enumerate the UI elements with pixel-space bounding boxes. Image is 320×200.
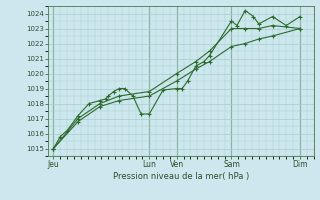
X-axis label: Pression niveau de la mer( hPa ): Pression niveau de la mer( hPa ) [113,172,249,181]
